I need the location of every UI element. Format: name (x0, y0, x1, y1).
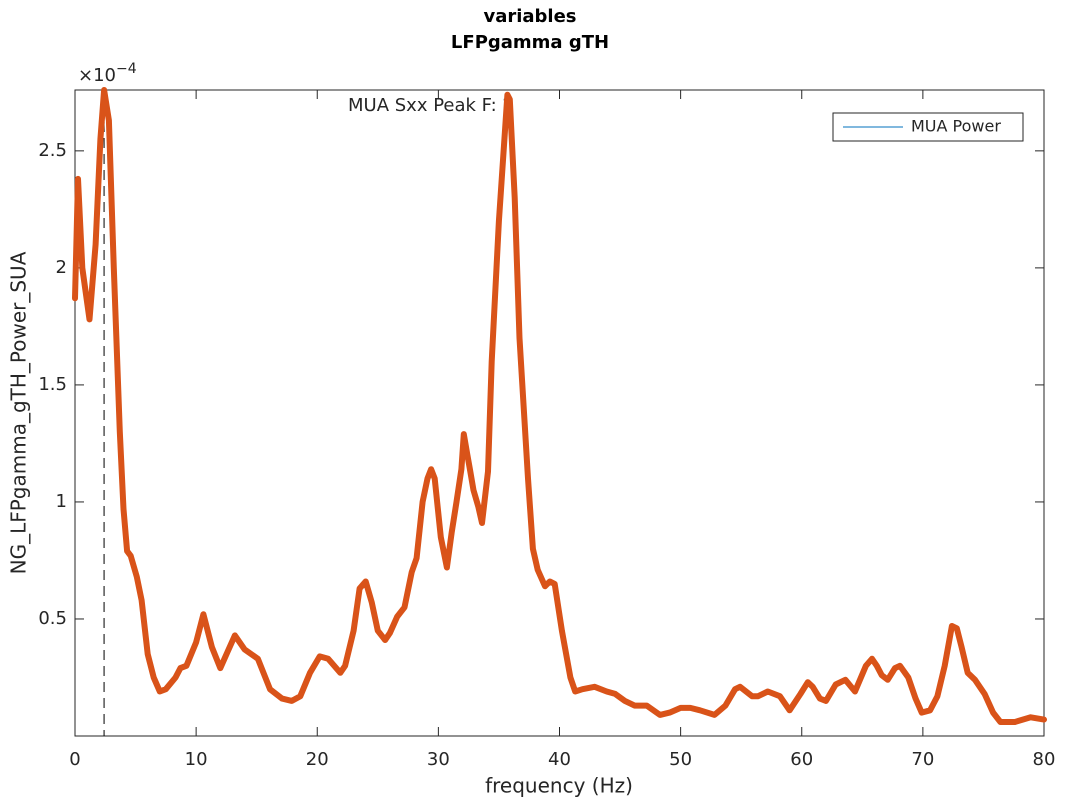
x-tick-label: 60 (790, 749, 813, 770)
y-axis-label: NG_LFPgamma_gTH_Power_SUA (7, 251, 31, 574)
y-tick-label: 1.5 (38, 374, 67, 395)
y-tick-label: 0.5 (38, 608, 67, 629)
chart-title: variables (483, 6, 576, 27)
x-axis-label: frequency (Hz) (485, 774, 633, 798)
plot-area (74, 89, 1045, 737)
exponent-base: ×10 (78, 65, 116, 86)
x-tick-label: 40 (548, 749, 571, 770)
x-tick-label: 10 (185, 749, 208, 770)
x-tick-label: 50 (669, 749, 692, 770)
x-tick-label: 30 (427, 749, 450, 770)
chart-title: LFPgamma gTH (451, 32, 609, 53)
x-tick-label: 20 (306, 749, 329, 770)
y-tick-label: 2.5 (38, 140, 67, 161)
y-tick-label: 2 (56, 257, 67, 278)
exponent-power: −4 (116, 61, 137, 77)
x-tick-label: 70 (911, 749, 934, 770)
annotation: MUA Sxx Peak F: 2 (348, 95, 514, 116)
data-line (72, 87, 1047, 725)
x-tick-label: 80 (1033, 749, 1056, 770)
legend-label: MUA Power (911, 117, 1001, 136)
x-tick-label: 0 (69, 749, 80, 770)
y-tick-label: 1 (56, 491, 67, 512)
y-exponent: ×10−4 (78, 61, 137, 86)
